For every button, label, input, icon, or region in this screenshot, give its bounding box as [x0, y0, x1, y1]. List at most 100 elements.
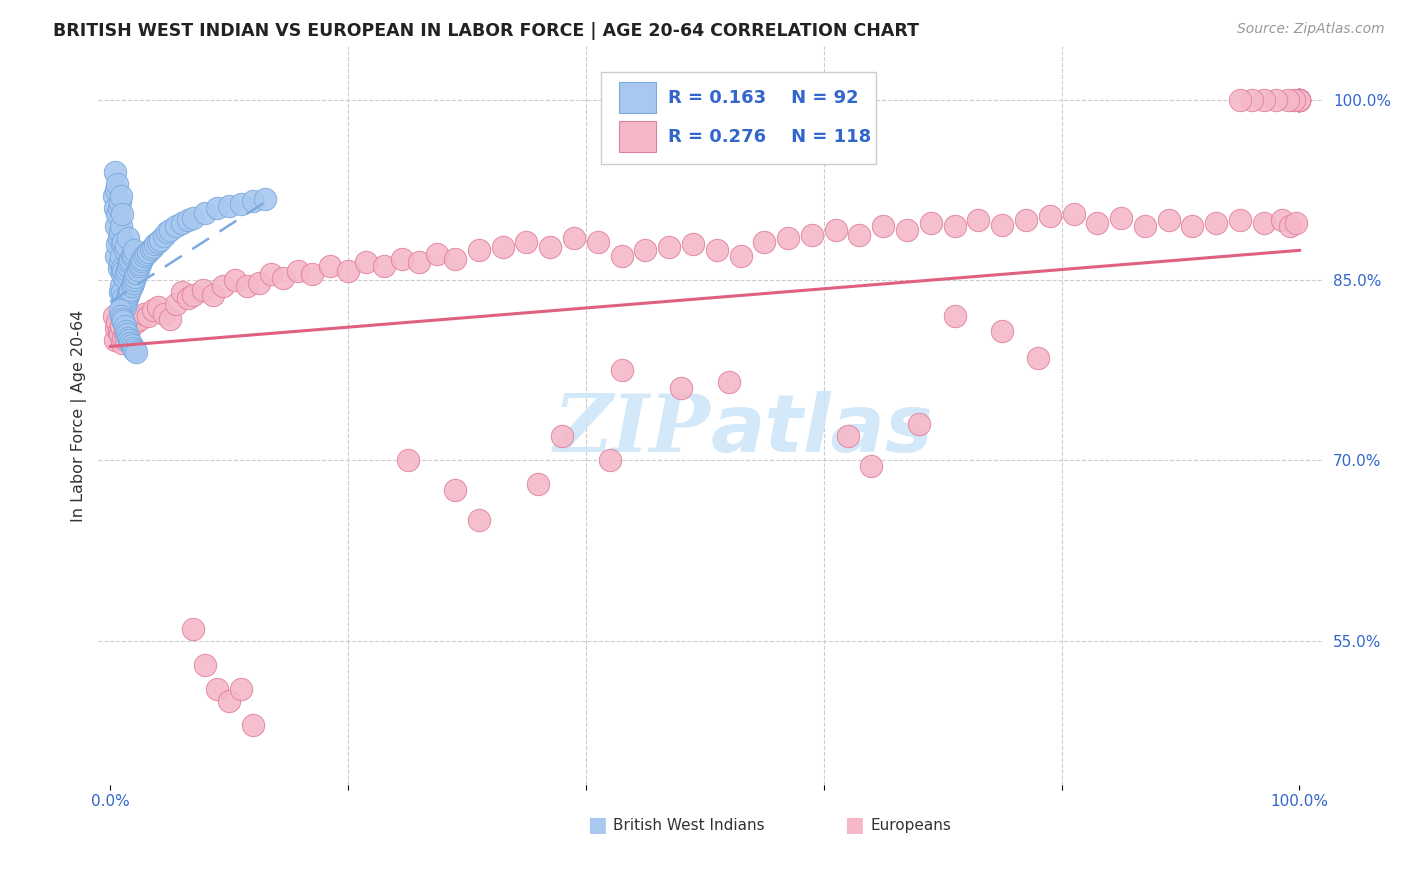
Point	[132, 249, 155, 263]
Point	[114, 266, 136, 280]
Point	[682, 237, 704, 252]
Point	[1109, 211, 1132, 225]
Point	[111, 297, 134, 311]
Point	[170, 285, 193, 300]
Point	[562, 231, 585, 245]
Point	[860, 459, 883, 474]
Point	[112, 331, 135, 345]
Point	[236, 279, 259, 293]
Point	[121, 341, 143, 355]
Point	[121, 249, 143, 263]
Point	[515, 235, 537, 249]
Point	[152, 307, 174, 321]
Point	[1278, 219, 1301, 234]
Point	[183, 622, 205, 636]
Point	[159, 223, 181, 237]
Point	[1288, 93, 1310, 107]
Point	[103, 310, 125, 324]
Point	[136, 244, 159, 259]
Point	[114, 244, 136, 258]
Point	[145, 237, 167, 252]
Point	[105, 219, 128, 234]
Point	[207, 681, 229, 696]
Point	[120, 283, 142, 297]
Point	[131, 252, 153, 266]
Point	[114, 271, 136, 285]
Point	[527, 477, 550, 491]
Point	[129, 311, 152, 326]
Point	[105, 178, 128, 192]
Point	[105, 249, 128, 263]
Point	[121, 276, 143, 290]
Point	[111, 335, 134, 350]
Point	[991, 218, 1014, 232]
Point	[301, 268, 323, 282]
Point	[896, 223, 918, 237]
Point	[1229, 93, 1251, 107]
Point	[122, 244, 145, 258]
Point	[142, 240, 165, 254]
Point	[110, 219, 132, 234]
Point	[125, 266, 148, 280]
Point	[872, 219, 894, 234]
Point	[658, 240, 681, 254]
Point	[1277, 93, 1299, 107]
Point	[105, 321, 128, 335]
Point	[120, 252, 142, 267]
Point	[1240, 93, 1263, 107]
Point	[136, 310, 159, 324]
Point	[105, 237, 128, 252]
Point	[118, 285, 141, 300]
Point	[183, 211, 205, 225]
Point	[1063, 207, 1085, 221]
Point	[1229, 213, 1251, 227]
Point	[110, 249, 132, 263]
Point	[142, 303, 165, 318]
Point	[1288, 93, 1310, 107]
Point	[1205, 216, 1227, 230]
Point	[242, 194, 264, 208]
Point	[991, 324, 1014, 338]
Point	[920, 216, 942, 230]
Point	[120, 335, 142, 350]
Text: ■: ■	[844, 815, 863, 835]
Point	[183, 287, 205, 301]
Point	[669, 381, 692, 395]
FancyBboxPatch shape	[600, 72, 876, 164]
Point	[253, 192, 276, 206]
Point	[117, 315, 139, 329]
Point	[105, 207, 128, 221]
Point	[122, 273, 145, 287]
Point	[1288, 93, 1310, 107]
Point	[287, 264, 309, 278]
Point	[1181, 219, 1204, 234]
Point	[156, 225, 179, 239]
Point	[170, 216, 193, 230]
Point	[114, 324, 136, 338]
Point	[396, 453, 419, 467]
Point	[634, 244, 657, 258]
Point	[114, 334, 136, 348]
Point	[104, 334, 127, 348]
Point	[967, 213, 990, 227]
Point	[1085, 216, 1108, 230]
Point	[444, 252, 467, 266]
Point	[111, 311, 134, 326]
Point	[837, 429, 859, 443]
Point	[117, 231, 139, 245]
Point	[176, 213, 198, 227]
Point	[201, 287, 224, 301]
Text: BRITISH WEST INDIAN VS EUROPEAN IN LABOR FORCE | AGE 20-64 CORRELATION CHART: BRITISH WEST INDIAN VS EUROPEAN IN LABOR…	[53, 22, 920, 40]
Point	[111, 207, 134, 221]
Point	[1271, 213, 1294, 227]
Point	[706, 244, 728, 258]
Point	[1288, 93, 1310, 107]
Point	[468, 244, 491, 258]
Point	[247, 276, 270, 290]
Text: Europeans: Europeans	[870, 818, 950, 833]
Point	[1253, 93, 1275, 107]
Point	[128, 259, 150, 273]
Point	[129, 256, 152, 270]
Point	[152, 228, 174, 243]
Point	[108, 195, 131, 210]
